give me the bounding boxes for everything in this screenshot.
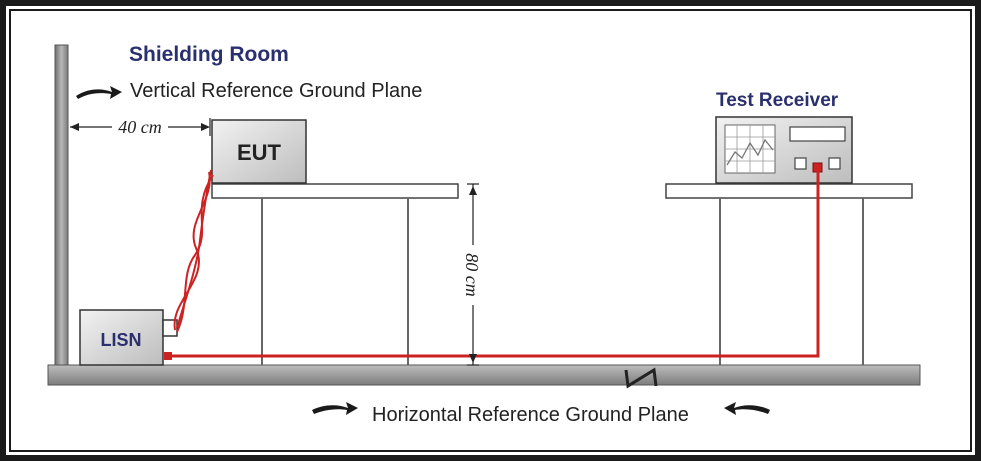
eut-power-cable [173,169,214,333]
eut-table [211,183,459,365]
distance-label: 40 cm [118,117,162,137]
receiver-display [789,126,846,142]
diagram-title: Shielding Room [129,43,289,66]
eut-box: EUT [211,119,307,184]
lisn-label: LISN [100,330,141,350]
distance-dimension: 40 cm [70,117,211,137]
receiver-knob-1 [794,157,807,170]
receiver-knob-2 [828,157,841,170]
vertical-plane-label: Vertical Reference Ground Plane [130,80,422,102]
receiver-trace [726,138,774,166]
horizontal-plane-label: Horizontal Reference Ground Plane [372,404,689,426]
horizontal-ground-plane [47,364,921,386]
measurement-cable [164,170,820,360]
height-label: 80 cm [462,253,482,297]
horizontal-plane-left-arrow-icon [312,402,358,415]
receiver-table [665,183,913,365]
inner-frame [9,9,972,452]
vertical-plane-arrow-icon [76,86,122,99]
receiver-title: Test Receiver [716,90,839,111]
eut-label: EUT [237,140,282,165]
break-symbol [624,367,658,389]
height-dimension: 80 cm [462,183,482,366]
horizontal-plane-right-arrow-icon [724,402,770,415]
vertical-ground-plane [54,44,69,371]
test-receiver [715,116,853,184]
lisn-box: LISN [79,309,178,366]
